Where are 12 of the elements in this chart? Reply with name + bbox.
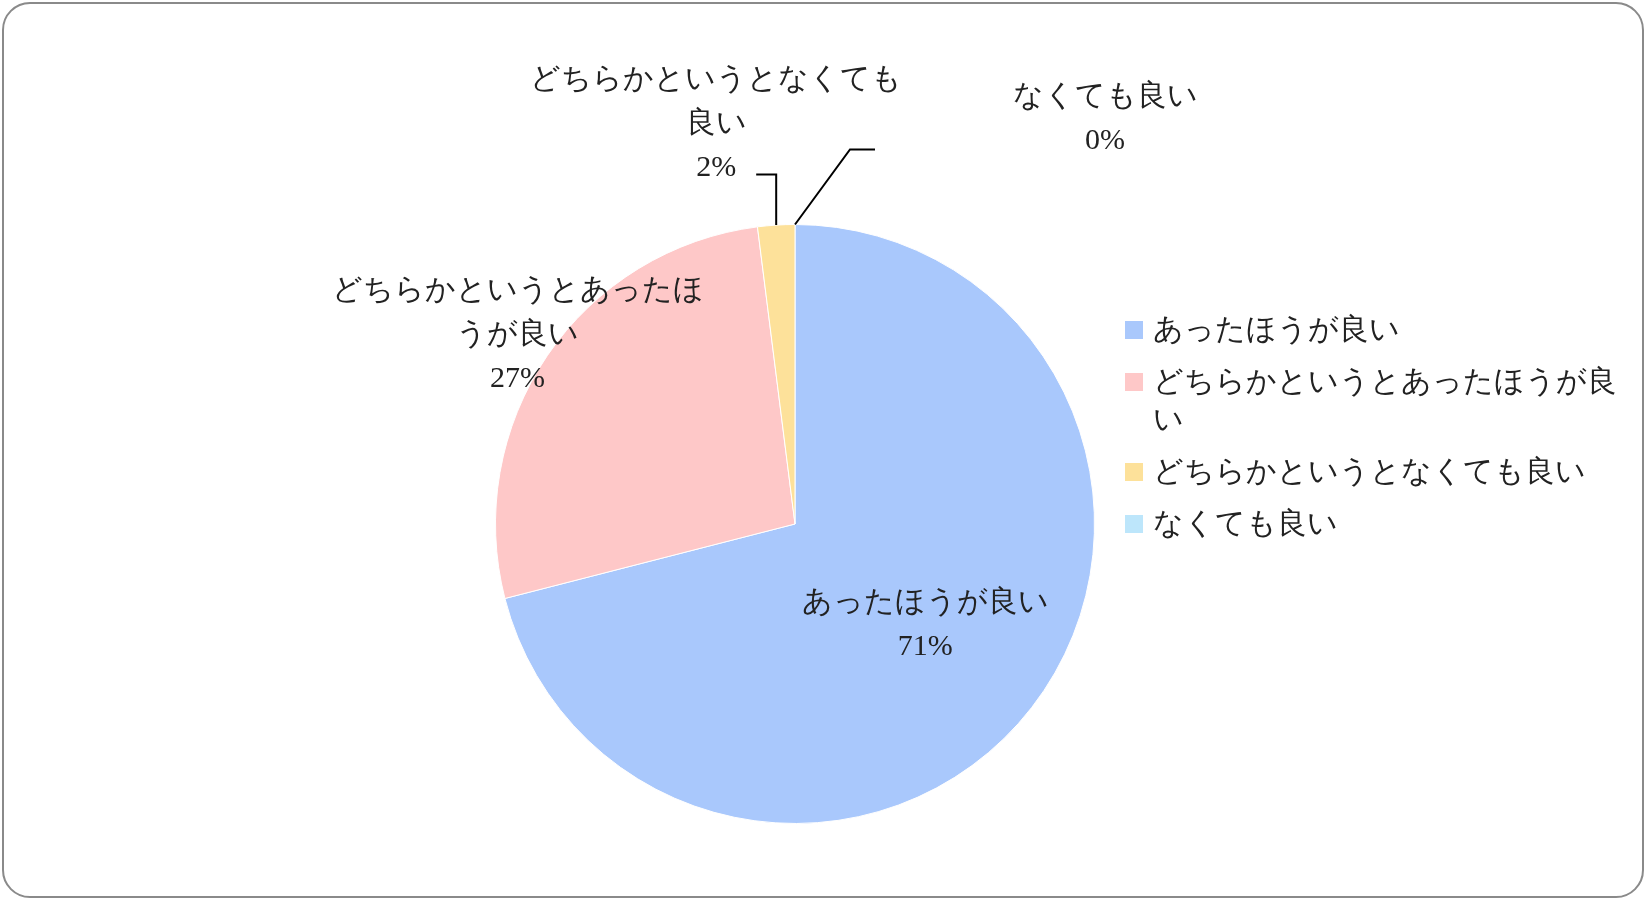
- legend-label: あったほうが良い: [1153, 311, 1400, 347]
- data-label: 71%: [897, 627, 953, 661]
- legend-label: どちらかというとなくても良い: [1153, 453, 1586, 489]
- data-label: 2%: [696, 149, 737, 183]
- data-label: 27%: [490, 360, 546, 394]
- category-label: なくても良い: [1012, 78, 1198, 112]
- legend-label: なくても良い: [1153, 505, 1338, 541]
- slice-label: どちらかというとなくても良い: [530, 61, 903, 139]
- legend-label: どちらかというとあったほうが良い: [1153, 363, 1618, 437]
- text: 0%: [1085, 122, 1125, 156]
- slice-label: どちらかというとあったほうが良い: [331, 272, 704, 350]
- slice-label: あったほうが良い: [801, 583, 1049, 617]
